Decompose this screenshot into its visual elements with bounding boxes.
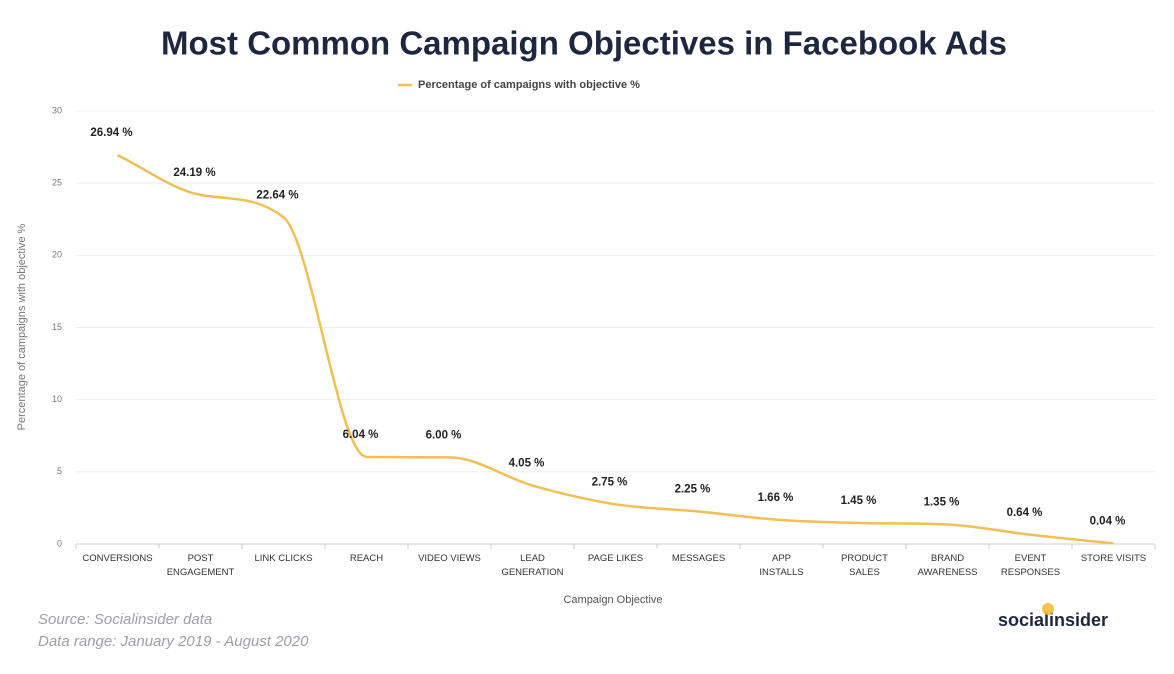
y-tick-label: 25 [52,178,62,188]
x-tick-label: STORE VISITS [1080,553,1147,564]
y-tick-label: 15 [52,322,62,332]
y-tick-label: 20 [52,250,62,260]
data-label: 2.75 % [592,476,628,488]
logo-dot [1042,603,1054,615]
source: Source: Socialinsider data [38,611,213,628]
x-tick-label: REACH [349,553,384,564]
x-tick-label: POST ENGAGEMENT [166,553,235,578]
x-tick-label: CONVERSIONS [82,553,153,564]
x-tick-label: EVENT RESPONSES [1000,553,1061,578]
x-tick-label: LEAD GENERATION [501,553,564,578]
x-tick-label: BRAND AWARENESS [917,553,978,578]
chart-title: Most Common Campaign Objectives in Faceb… [161,25,1007,62]
logo: socialinsider [998,610,1108,630]
data-label: 0.04 % [1090,515,1126,527]
x-tick-label: LINK CLICKS [254,553,313,564]
data-label: 0.64 % [1007,507,1043,519]
data-label: 1.66 % [758,492,794,504]
y-tick-label: 5 [57,466,62,476]
data-label: 24.19 % [173,167,215,179]
data-label: 2.25 % [675,484,711,496]
date-range: Data range: January 2019 - August 2020 [38,633,309,650]
data-label: 6.04 % [343,429,379,441]
x-tick-label: APP INSTALLS [759,553,804,578]
data-label: 4.05 % [509,458,545,470]
series-line [116,154,1114,545]
x-axis-title: Campaign Objective [563,594,662,606]
data-label: 1.35 % [924,497,960,509]
x-tick-label: PAGE LIKES [587,553,644,564]
legend-label: Percentage of campaigns with objective % [418,79,640,91]
data-label: 1.45 % [841,495,877,507]
data-label: 6.00 % [426,429,462,441]
data-label: 22.64 % [256,189,298,201]
x-tick-label: VIDEO VIEWS [418,553,481,564]
y-axis-title: Percentage of campaigns with objective % [16,223,28,430]
x-tick-label: PRODUCT SALES [841,553,888,578]
y-tick-label: 10 [52,394,62,404]
x-tick-label: MESSAGES [671,553,726,564]
data-label: 26.94 % [90,127,132,139]
y-tick-label: 0 [57,538,62,548]
y-tick-label: 30 [52,105,62,115]
